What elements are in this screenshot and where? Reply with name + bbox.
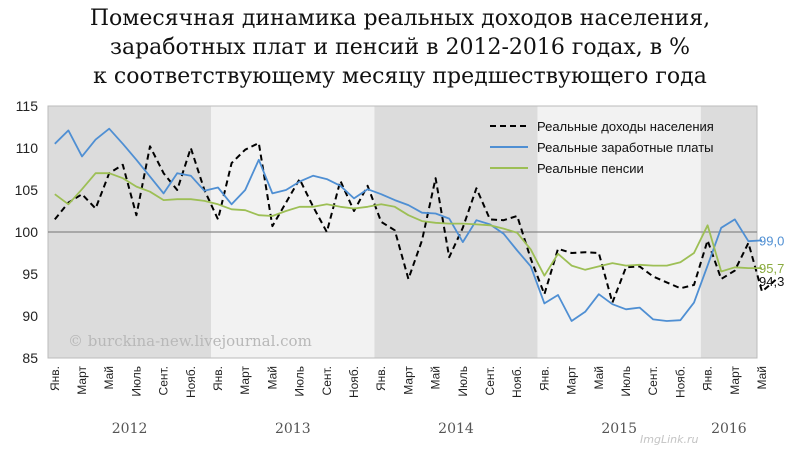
y-tick-label-95: 95: [22, 266, 38, 282]
x-tick-label-2014-5: Сент.: [483, 366, 497, 395]
chart-title-line-2: заработных плат и пенсий в 2012-2016 год…: [109, 35, 690, 60]
x-tick-label-2013-5: Сент.: [320, 366, 334, 395]
y-tick-label-90: 90: [22, 308, 38, 324]
x-tick-label-2012-6: Нояб.: [184, 366, 198, 398]
x-tick-label-2014-1: Янв.: [374, 366, 388, 391]
x-tick-label-2013-3: Май: [265, 366, 279, 390]
x-tick-label-2015-3: Май: [592, 366, 606, 390]
legend-label-2: Реальные заработные платы: [537, 140, 714, 155]
y-tick-label-110: 110: [16, 140, 39, 156]
site-watermark: ImgLink.ru: [640, 433, 699, 446]
chart-title-line-3: к соответствующему месяцу предшествующег…: [93, 64, 707, 89]
y-tick-label-105: 105: [15, 182, 39, 198]
x-tick-label-2015-5: Сент.: [646, 366, 660, 395]
x-tick-label-2016-1: Янв.: [701, 366, 715, 391]
y-tick-label-85: 85: [22, 350, 38, 366]
end-label-2: 99,0: [759, 233, 784, 248]
chart-title-line-1: Помесячная динамика реальных доходов нас…: [89, 6, 711, 31]
end-label-3: 95,7: [759, 261, 784, 276]
series-line-1: [54, 142, 777, 304]
series-line-2: [54, 127, 763, 322]
x-tick-label-2013-1: Янв.: [211, 366, 225, 391]
year-label-2013: 2013: [275, 421, 311, 437]
x-tick-label-2012-5: Сент.: [157, 366, 171, 395]
x-tick-label-2016-3: Май: [755, 366, 769, 390]
x-tick-label-2015-6: Нояб.: [673, 366, 687, 398]
x-tick-label-2016-2: Март: [728, 366, 742, 395]
x-tick-label-2015-4: Июль: [619, 366, 633, 397]
year-label-2015: 2015: [601, 421, 637, 437]
y-tick-label-100: 100: [15, 224, 39, 240]
end-label-1: 94,3: [759, 274, 784, 289]
year-label-2012: 2012: [112, 421, 148, 437]
x-tick-label-2014-2: Март: [401, 366, 415, 395]
x-tick-label-2012-1: Янв.: [48, 366, 62, 391]
x-tick-label-2015-2: Март: [565, 366, 579, 395]
x-tick-label-2014-3: Май: [429, 366, 443, 390]
x-tick-label-2013-2: Март: [238, 366, 252, 395]
watermark-text: © burckina-new.livejournal.com: [68, 332, 312, 350]
x-tick-label-2012-3: Май: [102, 366, 116, 390]
legend-label-3: Реальные пенсии: [537, 161, 644, 176]
legend-label-1: Реальные доходы населения: [537, 119, 714, 134]
x-tick-label-2012-2: Март: [75, 366, 89, 395]
x-tick-label-2014-6: Нояб.: [510, 366, 524, 398]
series-line-3: [54, 172, 762, 277]
year-label-2014: 2014: [438, 421, 474, 437]
y-tick-label-115: 115: [16, 98, 39, 114]
x-tick-label-2013-6: Нояб.: [347, 366, 361, 398]
chart-title: Помесячная динамика реальных доходов нас…: [0, 4, 800, 91]
x-tick-label-2014-4: Июль: [456, 366, 470, 397]
x-tick-label-2015-1: Янв.: [537, 366, 551, 391]
year-label-2016: 2016: [711, 421, 747, 437]
x-tick-label-2013-4: Июль: [293, 366, 307, 397]
x-tick-label-2012-4: Июль: [129, 366, 143, 397]
